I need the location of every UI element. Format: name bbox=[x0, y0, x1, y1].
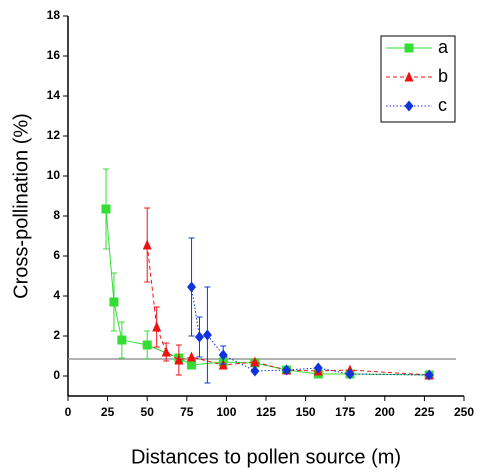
y-tick-label: 0 bbox=[53, 368, 60, 382]
marker bbox=[202, 329, 212, 341]
marker bbox=[109, 297, 119, 307]
x-tick-label: 175 bbox=[335, 405, 355, 419]
y-tick-label: 12 bbox=[47, 128, 61, 142]
y-tick-label: 2 bbox=[53, 328, 60, 342]
x-tick-label: 200 bbox=[375, 405, 395, 419]
legend-label: a bbox=[438, 37, 449, 57]
y-axis-label: Cross-pollination (%) bbox=[10, 113, 32, 299]
x-tick-label: 50 bbox=[141, 405, 155, 419]
marker bbox=[142, 239, 152, 250]
marker bbox=[187, 351, 197, 362]
x-tick-label: 250 bbox=[454, 405, 474, 419]
y-tick-label: 14 bbox=[47, 88, 61, 102]
legend-box bbox=[380, 35, 456, 123]
x-axis-label: Distances to pollen source (m) bbox=[131, 446, 401, 468]
legend-label: b bbox=[438, 66, 448, 86]
series-line bbox=[105, 208, 430, 376]
x-tick-label: 225 bbox=[414, 405, 434, 419]
x-tick-label: 75 bbox=[180, 405, 194, 419]
marker bbox=[194, 331, 204, 343]
series-line bbox=[146, 244, 430, 376]
x-tick-label: 0 bbox=[65, 405, 72, 419]
marker bbox=[187, 360, 197, 370]
x-tick-label: 150 bbox=[296, 405, 316, 419]
legend-marker bbox=[404, 71, 414, 82]
y-tick-label: 4 bbox=[53, 288, 60, 302]
marker bbox=[424, 369, 434, 381]
x-tick-label: 100 bbox=[216, 405, 236, 419]
marker bbox=[152, 321, 162, 332]
marker bbox=[250, 365, 260, 377]
x-tick-label: 25 bbox=[101, 405, 115, 419]
marker bbox=[174, 354, 184, 365]
y-tick-label: 10 bbox=[47, 168, 61, 182]
marker bbox=[117, 335, 127, 345]
legend-label: c bbox=[438, 95, 447, 115]
marker bbox=[282, 364, 292, 376]
y-tick-label: 6 bbox=[53, 248, 60, 262]
marker bbox=[101, 204, 111, 214]
marker bbox=[218, 349, 228, 361]
legend-marker bbox=[404, 100, 414, 112]
y-tick-label: 16 bbox=[47, 48, 61, 62]
marker bbox=[313, 362, 323, 374]
marker bbox=[142, 340, 152, 350]
marker bbox=[250, 356, 260, 367]
y-tick-label: 18 bbox=[47, 8, 61, 22]
marker bbox=[345, 368, 355, 380]
marker bbox=[187, 281, 197, 293]
x-tick-label: 125 bbox=[256, 405, 276, 419]
legend-marker bbox=[404, 43, 414, 53]
marker bbox=[161, 346, 171, 357]
y-tick-label: 8 bbox=[53, 208, 60, 222]
